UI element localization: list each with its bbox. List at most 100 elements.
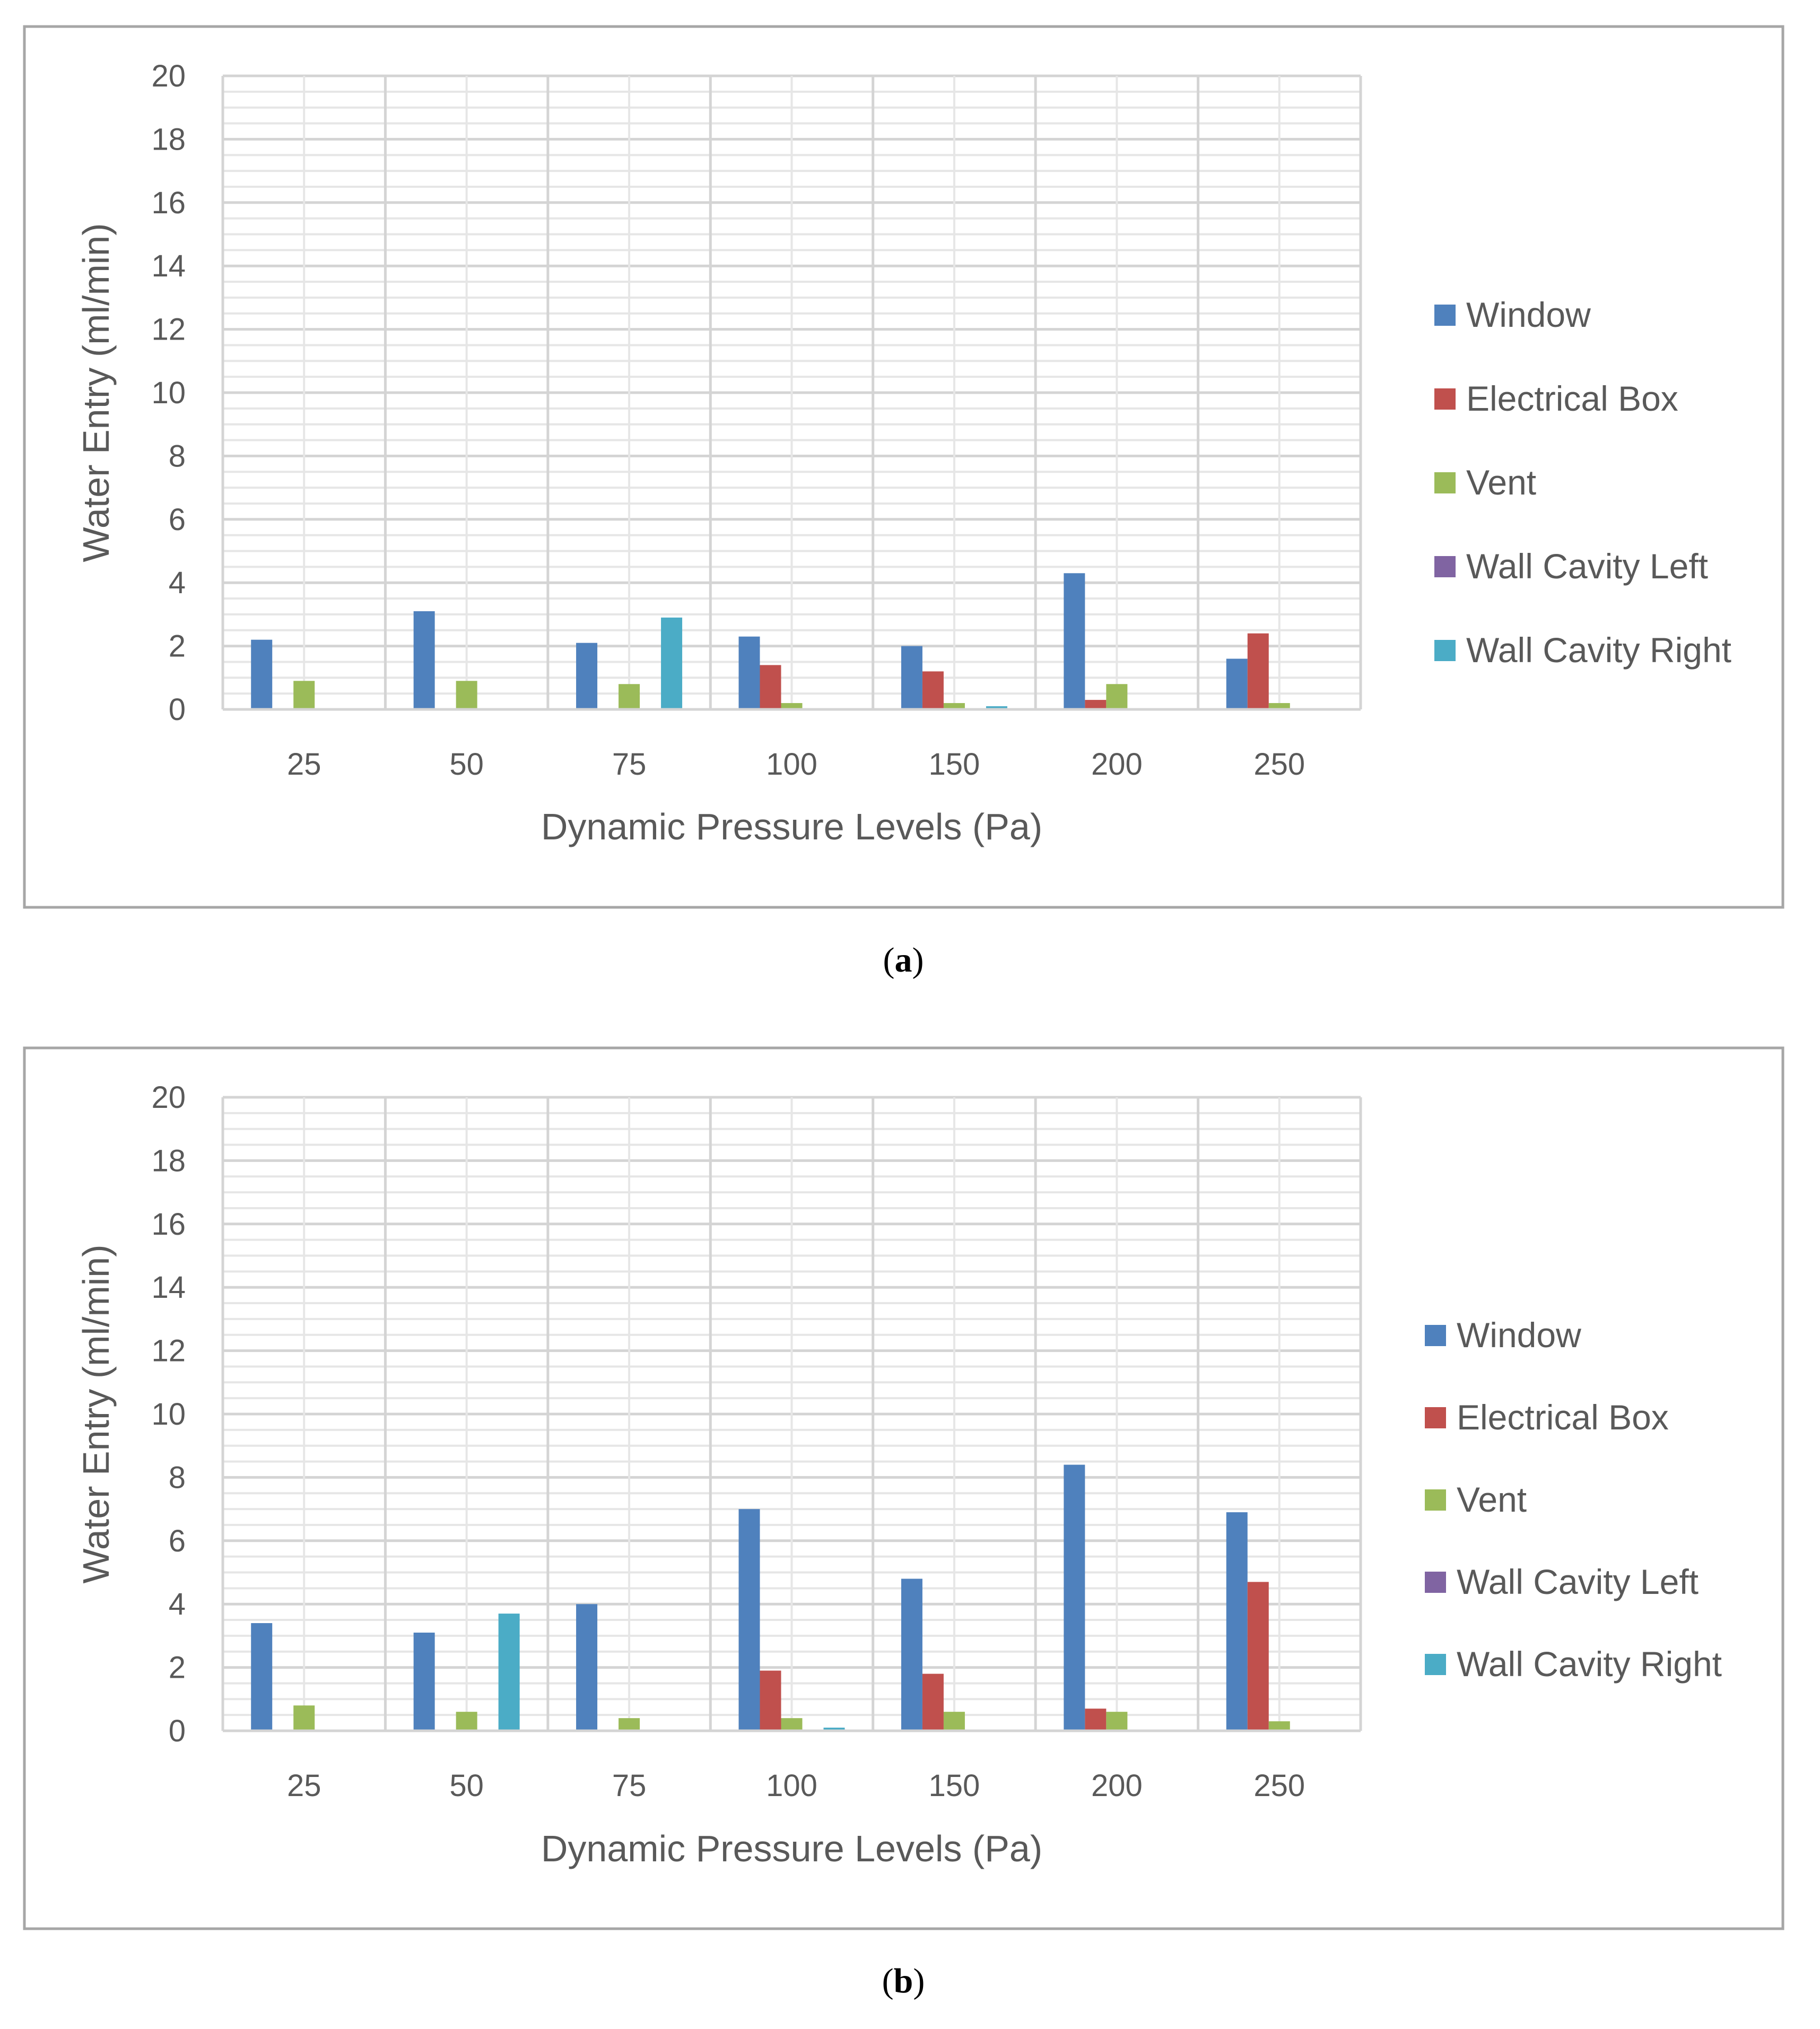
- x-tick-label: 150: [929, 747, 980, 782]
- bar: [1064, 1464, 1085, 1731]
- bar: [1085, 1709, 1107, 1731]
- bar: [576, 643, 598, 709]
- gridlines: [221, 1096, 1362, 1732]
- panel-caption: (a): [883, 941, 924, 979]
- bar: [619, 1718, 640, 1731]
- legend: Window Electrical Box Vent Wall Cavity Left…: [1425, 1315, 1722, 1684]
- x-tick-label: 100: [766, 747, 817, 782]
- bar: [1064, 573, 1085, 709]
- caption-open-paren: (: [883, 941, 895, 979]
- bar: [251, 1623, 273, 1731]
- legend-swatch: [1434, 556, 1456, 577]
- bar: [781, 1718, 803, 1731]
- x-tick-label: 150: [929, 1768, 980, 1803]
- bar: [901, 646, 922, 709]
- legend-label: Wall Cavity Left: [1466, 547, 1708, 586]
- x-tick-label: 200: [1091, 1768, 1143, 1803]
- y-tick-label: 14: [151, 249, 186, 283]
- y-tick-label: 20: [151, 59, 186, 93]
- x-tick-label: 50: [449, 1768, 484, 1803]
- y-tick-label: 10: [151, 1397, 186, 1432]
- x-axis-title: Dynamic Pressure Levels (Pa): [541, 1828, 1042, 1869]
- legend-swatch: [1425, 1325, 1446, 1346]
- caption-letter: b: [894, 1962, 913, 2000]
- y-tick-label: 18: [151, 1143, 186, 1178]
- bar: [760, 665, 781, 709]
- y-tick-label: 0: [169, 692, 186, 727]
- y-tick-label: 20: [151, 1080, 186, 1115]
- legend-swatch: [1425, 1654, 1446, 1675]
- chart-panel-a: 0 2 4 6 8 10 12 14 16 18 20 25 50 75 100 150 200 250 Dynam…: [23, 25, 1784, 979]
- legend-label: Wall Cavity Right: [1457, 1644, 1722, 1684]
- y-tick-label: 0: [169, 1714, 186, 1748]
- series-electrical-box: [760, 633, 1269, 709]
- bar: [1268, 1721, 1290, 1731]
- series-wall-cavity-right: [498, 1614, 845, 1731]
- legend-label: Vent: [1466, 463, 1536, 502]
- y-tick-label: 16: [151, 186, 186, 220]
- legend-label: Wall Cavity Left: [1457, 1562, 1699, 1601]
- bar: [781, 703, 803, 709]
- x-axis-title: Dynamic Pressure Levels (Pa): [541, 806, 1042, 847]
- bar: [413, 611, 435, 709]
- bar: [661, 617, 683, 709]
- series-vent: [293, 1705, 1290, 1731]
- bar: [293, 681, 315, 709]
- bar: [413, 1632, 435, 1731]
- bar: [1085, 700, 1107, 709]
- legend-swatch: [1434, 472, 1456, 493]
- bar: [738, 1509, 760, 1731]
- bar: [943, 1712, 965, 1731]
- y-tick-label: 4: [169, 566, 186, 600]
- gridlines: [221, 74, 1362, 711]
- x-tick-label: 25: [287, 1768, 321, 1803]
- bar: [498, 1614, 520, 1731]
- bar: [1268, 703, 1290, 709]
- series-vent: [293, 681, 1290, 709]
- x-tick-label: 25: [287, 747, 321, 782]
- legend-swatch: [1425, 1572, 1446, 1593]
- bar: [1106, 684, 1128, 709]
- series-window: [251, 573, 1248, 709]
- legend-swatch: [1425, 1489, 1446, 1511]
- legend: Window Electrical Box Vent Wall Cavity Left…: [1434, 295, 1731, 670]
- y-tick-label: 8: [169, 1460, 186, 1495]
- y-axis-title: Water Entry (ml/min): [75, 1244, 117, 1583]
- caption-open-paren: (: [882, 1962, 894, 2000]
- chart-frame: [23, 1046, 1784, 1930]
- x-tick-label: 50: [449, 747, 484, 782]
- bar: [251, 639, 273, 709]
- bar: [293, 1705, 315, 1731]
- series-window: [251, 1464, 1248, 1731]
- caption-letter: a: [895, 941, 912, 979]
- legend-label: Electrical Box: [1457, 1398, 1669, 1437]
- bar: [738, 636, 760, 709]
- bar: [901, 1579, 922, 1731]
- bar: [1247, 1582, 1269, 1731]
- legend-label: Window: [1466, 295, 1591, 334]
- x-tick-label: 200: [1091, 747, 1143, 782]
- bar: [456, 1712, 477, 1731]
- y-tick-label: 6: [169, 502, 186, 537]
- caption-close-paren: ): [913, 1962, 925, 2000]
- bar: [922, 671, 944, 709]
- bar: [619, 684, 640, 709]
- bar: [576, 1604, 598, 1731]
- legend-swatch: [1434, 305, 1456, 326]
- bar: [922, 1674, 944, 1731]
- y-tick-label: 8: [169, 439, 186, 473]
- y-tick-label: 12: [151, 1334, 186, 1368]
- x-tick-label: 250: [1253, 747, 1305, 782]
- legend-swatch: [1434, 388, 1456, 410]
- bar: [986, 706, 1007, 709]
- bar: [1106, 1712, 1128, 1731]
- legend-label: Wall Cavity Right: [1466, 630, 1731, 670]
- x-tick-label: 100: [766, 1768, 817, 1803]
- y-tick-label: 6: [169, 1524, 186, 1558]
- bar: [1226, 1512, 1248, 1731]
- bar: [1247, 633, 1269, 709]
- y-tick-label: 10: [151, 376, 186, 410]
- legend-label: Window: [1457, 1315, 1581, 1355]
